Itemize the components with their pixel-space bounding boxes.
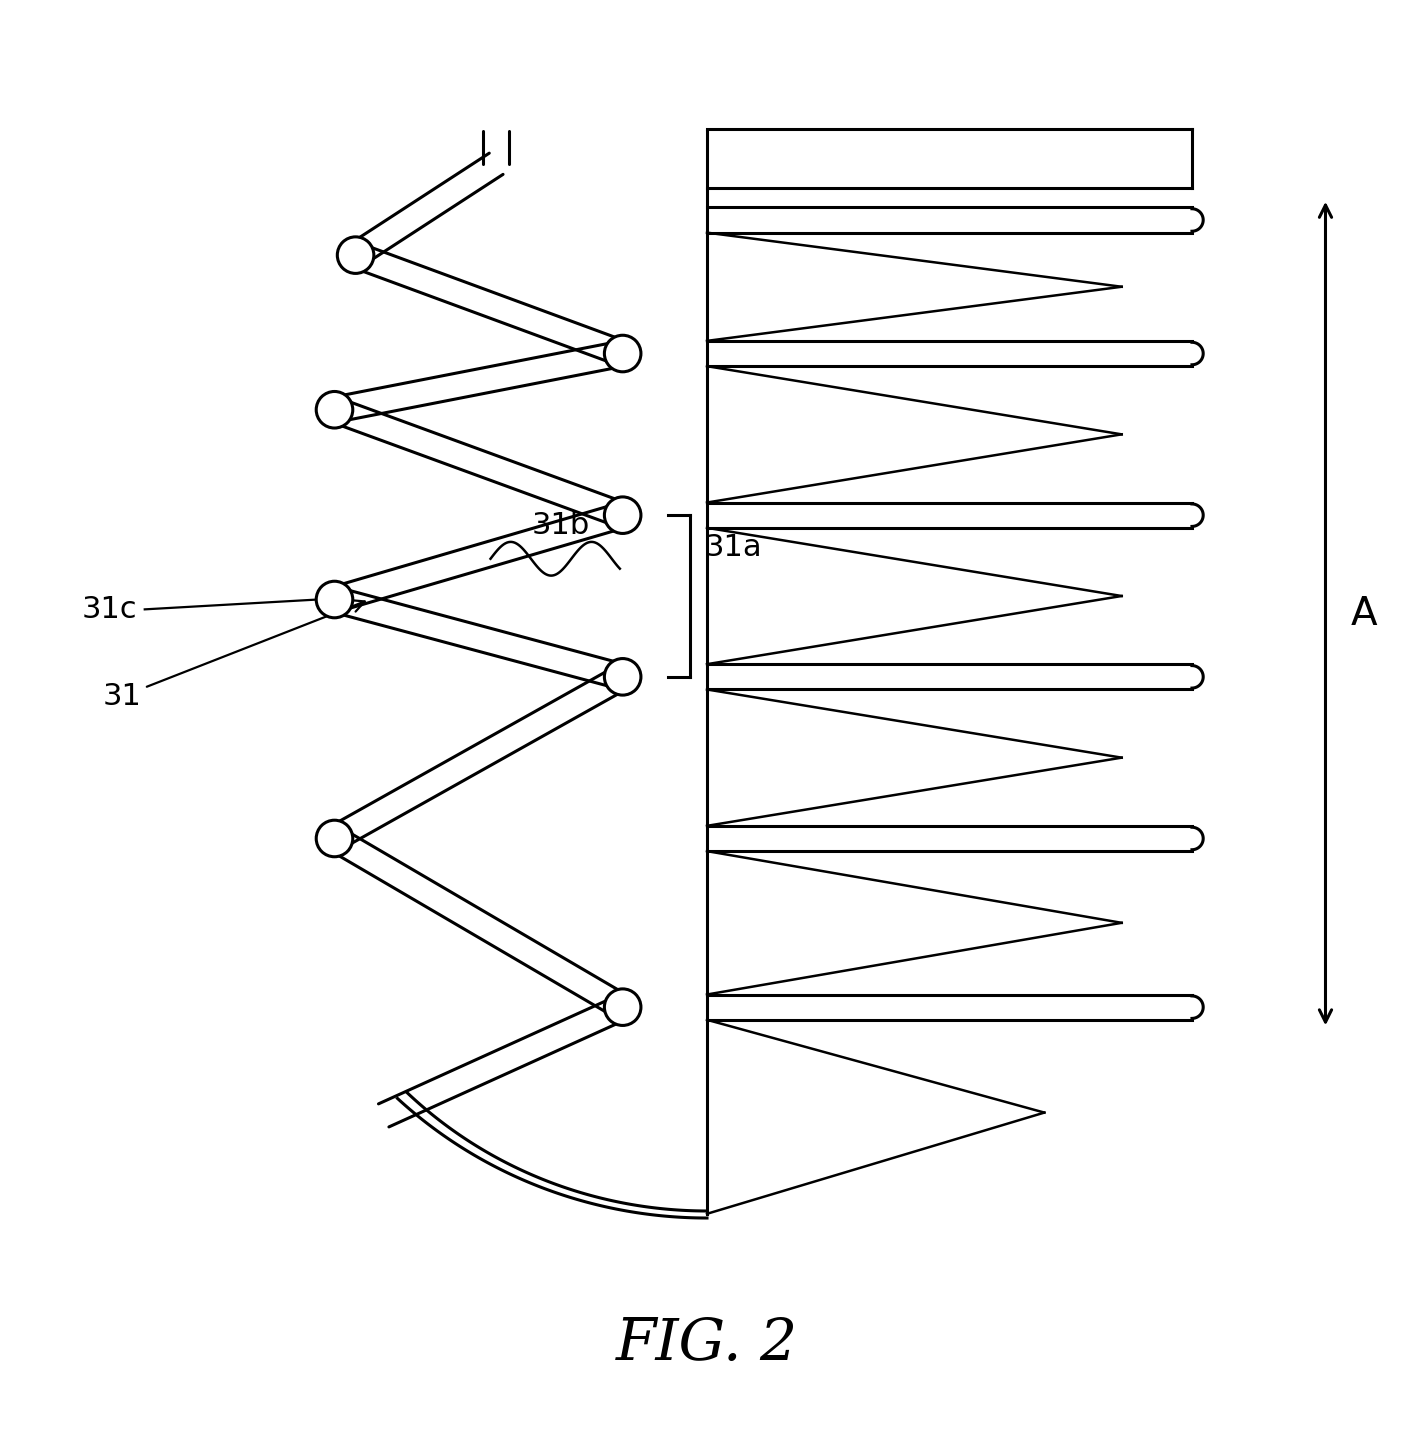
Circle shape (604, 659, 641, 695)
Circle shape (604, 498, 641, 533)
Circle shape (338, 237, 373, 273)
Text: FIG. 2: FIG. 2 (617, 1316, 797, 1373)
Text: 31a: 31a (704, 533, 762, 562)
Text: 31c: 31c (82, 595, 137, 624)
Circle shape (317, 391, 352, 429)
Circle shape (317, 581, 352, 618)
Text: A: A (1350, 594, 1377, 633)
Circle shape (604, 335, 641, 372)
Text: 31b: 31b (532, 510, 590, 539)
Circle shape (604, 989, 641, 1025)
Circle shape (317, 820, 352, 857)
Text: 31: 31 (103, 600, 365, 710)
